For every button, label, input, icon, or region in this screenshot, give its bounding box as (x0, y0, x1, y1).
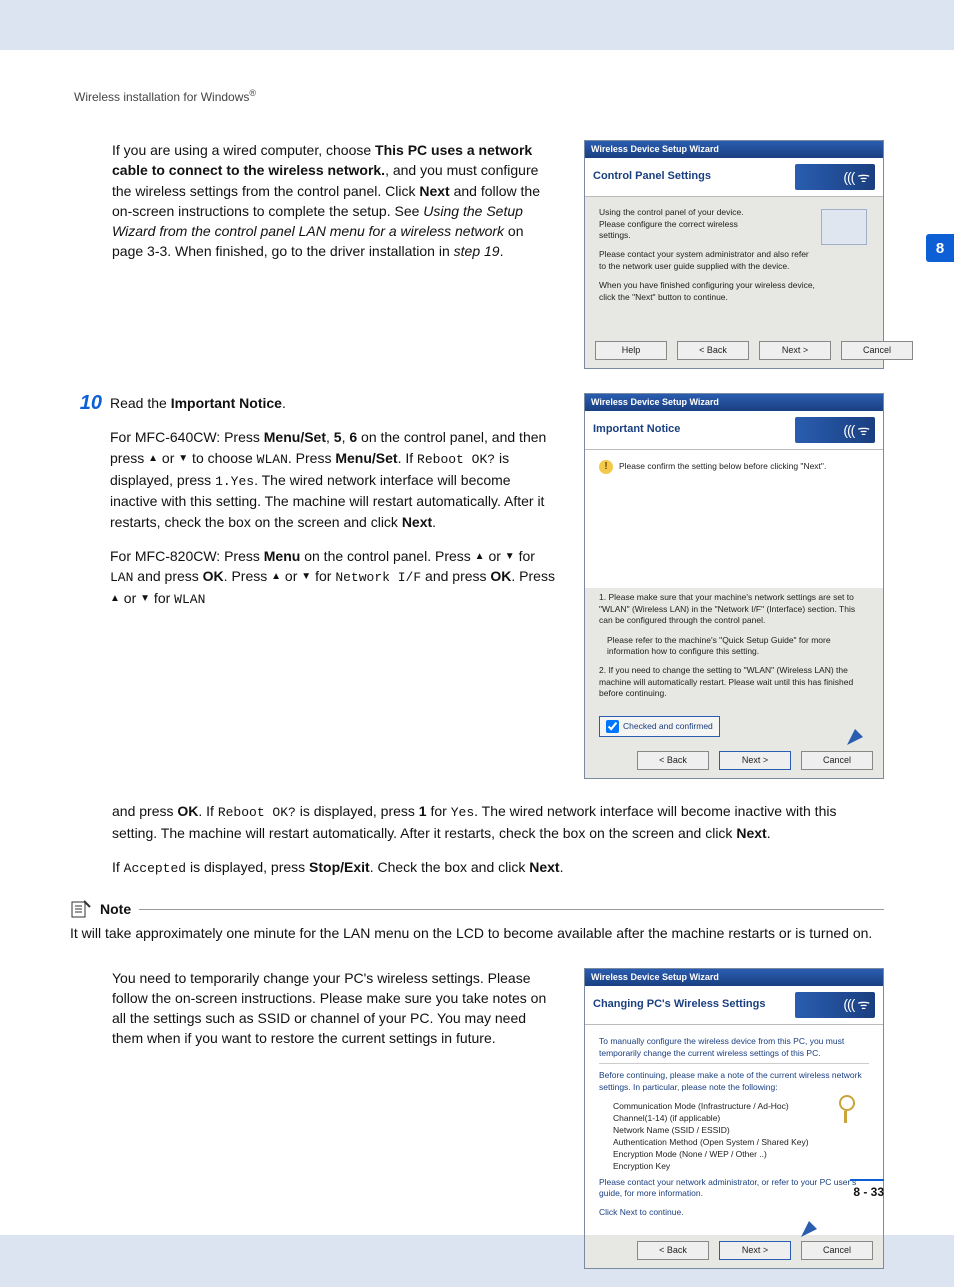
wizard-important-notice: Wireless Device Setup Wizard Important N… (584, 393, 884, 779)
cancel-button[interactable]: Cancel (801, 751, 873, 770)
note-icon (70, 899, 92, 919)
wizard-titlebar: Wireless Device Setup Wizard (585, 394, 883, 411)
wizard-changing-pc-settings: Wireless Device Setup Wizard Changing PC… (584, 968, 884, 1269)
wizard-text: When you have finished configuring your … (599, 280, 829, 303)
wizard-titlebar: Wireless Device Setup Wizard (585, 969, 883, 986)
footer-accent (850, 1179, 884, 1181)
step-number: 10 (70, 393, 102, 610)
next-button[interactable]: Next > (719, 751, 791, 770)
next-button[interactable]: Next > (719, 1241, 791, 1260)
pointer-arrow-icon (845, 715, 879, 749)
wizard-text: 1. Please make sure that your machine's … (599, 592, 869, 626)
header-text: Wireless installation for Windows (74, 90, 249, 104)
note-header: Note (70, 899, 884, 919)
key-icon (837, 1095, 855, 1121)
back-button[interactable]: < Back (637, 1241, 709, 1260)
wizard-text: 2. If you need to change the setting to … (599, 665, 869, 699)
down-arrow-icon: ▼ (505, 551, 515, 562)
down-arrow-icon: ▼ (301, 571, 311, 582)
registered-mark: ® (249, 88, 256, 98)
down-arrow-icon: ▼ (140, 593, 150, 604)
wizard-intro: To manually configure the wireless devic… (599, 1035, 869, 1065)
wizard-heading: Changing PC's Wireless Settings (593, 997, 765, 1013)
wizard-text: Please contact your system administrator… (599, 249, 809, 272)
step10-continuation: and press OK. If Reboot OK? is displayed… (112, 801, 884, 879)
up-arrow-icon: ▲ (148, 453, 158, 464)
wizard-control-panel-settings: Wireless Device Setup Wizard Control Pan… (584, 140, 884, 369)
content: If you are using a wired computer, choos… (70, 140, 884, 1287)
page-number: 8 - 33 (853, 1185, 884, 1199)
wireless-logo-icon: ((( ᯤ (795, 164, 875, 190)
wizard-text: Please refer to the machine's "Quick Set… (607, 635, 869, 658)
chapter-tab: 8 (926, 234, 954, 262)
pc-settings-paragraph: You need to temporarily change your PC's… (112, 968, 558, 1049)
next-button[interactable]: Next > (759, 341, 831, 360)
wizard-text: Using the control panel of your device. … (599, 207, 769, 241)
help-button[interactable]: Help (595, 341, 667, 360)
router-icon (821, 209, 867, 245)
down-arrow-icon: ▼ (178, 453, 188, 464)
up-arrow-icon: ▲ (475, 551, 485, 562)
pointer-arrow-icon (799, 1207, 833, 1241)
cancel-button[interactable]: Cancel (841, 341, 913, 360)
top-margin (0, 0, 954, 50)
wireless-logo-icon: ((( ᯤ (795, 417, 875, 443)
back-button[interactable]: < Back (637, 751, 709, 770)
checked-confirmed-box[interactable]: Checked and confirmed (599, 716, 720, 737)
wizard-heading: Important Notice (593, 422, 680, 438)
running-header: Wireless installation for Windows® (74, 88, 884, 104)
cancel-button[interactable]: Cancel (801, 1241, 873, 1260)
wizard-heading: Control Panel Settings (593, 169, 711, 185)
step10-body: Read the Important Notice. For MFC-640CW… (110, 393, 558, 610)
wizard-warning-text: Please confirm the setting below before … (619, 460, 826, 472)
note-label: Note (100, 899, 131, 919)
back-button[interactable]: < Back (677, 341, 749, 360)
wizard-text: Please contact your network administrato… (599, 1177, 869, 1200)
warning-icon: ! (599, 460, 613, 474)
note-rule (139, 909, 884, 910)
wireless-logo-icon: ((( ᯤ (795, 992, 875, 1018)
up-arrow-icon: ▲ (271, 571, 281, 582)
wizard-titlebar: Wireless Device Setup Wizard (585, 141, 883, 158)
confirm-checkbox[interactable] (606, 720, 619, 733)
page: Wireless installation for Windows® 8 If … (0, 0, 954, 1235)
wizard-text: Before continuing, please make a note of… (599, 1070, 869, 1093)
intro-paragraph: If you are using a wired computer, choos… (112, 140, 558, 262)
note-text: It will take approximately one minute fo… (70, 923, 884, 943)
up-arrow-icon: ▲ (110, 593, 120, 604)
settings-list: Communication Mode (Infrastructure / Ad-… (613, 1101, 869, 1172)
